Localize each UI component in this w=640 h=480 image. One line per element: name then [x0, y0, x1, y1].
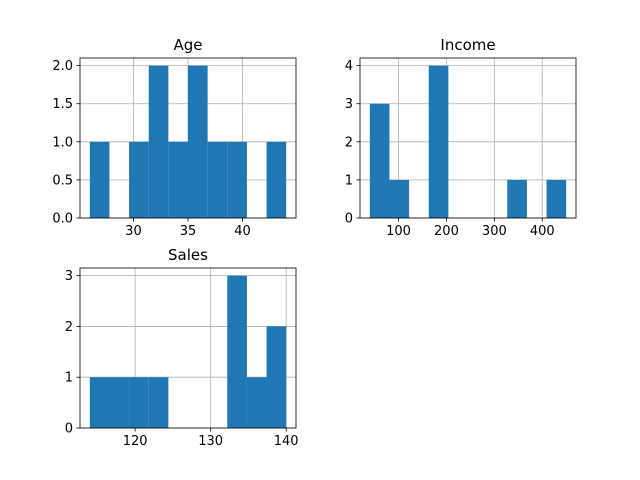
income-x-tick-label-1: 200 [434, 224, 459, 239]
income-bar-0 [369, 103, 390, 218]
age-bar-4 [168, 141, 188, 218]
income-y-tick-label-2: 2 [345, 135, 353, 150]
income-bar-7 [507, 179, 527, 218]
sales-bar-1 [109, 377, 130, 428]
age-x-tick-label-1: 35 [180, 224, 197, 239]
age-y-tick-label-1: 0.5 [52, 173, 73, 188]
sales-y-tick-label-3: 3 [65, 269, 73, 284]
sales-panel-title: Sales [168, 246, 208, 264]
sales-x-tick-label-2: 140 [274, 434, 299, 449]
age-bar-9 [266, 141, 287, 218]
age-bar-6 [207, 141, 228, 218]
income-bar-1 [389, 179, 410, 218]
income-y-tick-label-4: 4 [345, 59, 353, 74]
sales-y-tick-label-2: 2 [65, 320, 73, 335]
sales-y-tick-label-1: 1 [65, 371, 73, 386]
income-axes-frame [359, 57, 577, 219]
sales-x-tick-label-1: 130 [198, 434, 223, 449]
income-y-tick-label-3: 3 [345, 97, 353, 112]
sales-bar-7 [227, 275, 247, 428]
sales-bar-8 [246, 377, 267, 428]
income-x-tick-label-0: 100 [386, 224, 411, 239]
age-panel-title: Age [173, 36, 202, 54]
income-bar-9 [546, 179, 567, 218]
sales-x-tick-label-0: 120 [123, 434, 148, 449]
age-bar-2 [129, 141, 149, 218]
age-bar-7 [227, 141, 247, 218]
income-bar-3 [428, 65, 449, 218]
age-x-tick-label-2: 40 [234, 224, 251, 239]
income-x-tick-label-3: 400 [530, 224, 555, 239]
age-bar-5 [188, 65, 208, 218]
sales-axes-frame [79, 267, 297, 429]
sales-bar-9 [266, 326, 287, 428]
age-bar-3 [148, 65, 169, 218]
sales-y-tick-label-0: 0 [65, 422, 73, 437]
income-y-tick-label-1: 1 [345, 173, 353, 188]
age-y-tick-label-2: 1.0 [52, 135, 73, 150]
age-y-tick-label-0: 0.0 [52, 212, 73, 227]
income-histogram-panel: 100 200 300 400 0 1 2 3 4 Income [345, 36, 577, 239]
sales-bar-3 [148, 377, 169, 428]
age-y-tick-label-4: 2.0 [52, 59, 73, 74]
income-y-tick-label-0: 0 [345, 212, 353, 227]
income-x-tick-label-2: 300 [482, 224, 507, 239]
sales-histogram-panel: 120 130 140 0 1 2 3 Sales [65, 246, 299, 449]
age-x-tick-label-0: 30 [125, 224, 142, 239]
age-bar-0 [89, 141, 110, 218]
income-panel-title: Income [440, 36, 495, 54]
age-histogram-panel: 30 35 40 0.0 0.5 1.0 1.5 2.0 Age [52, 36, 297, 239]
sales-bar-2 [129, 377, 149, 428]
age-y-tick-label-3: 1.5 [52, 97, 73, 112]
sales-bar-0 [89, 377, 110, 428]
